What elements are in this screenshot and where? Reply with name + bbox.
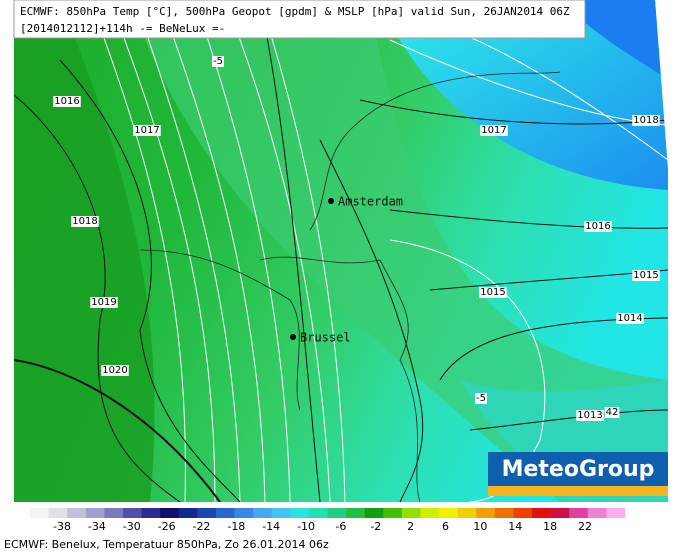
legend-swatch	[569, 508, 589, 518]
contour-label-box	[616, 313, 644, 324]
legend-tick-label: 18	[543, 520, 557, 533]
contour-label: 1019	[91, 297, 116, 308]
legend-swatch	[253, 508, 273, 518]
temp-band-cold	[560, 0, 668, 80]
legend-tick-label: 10	[473, 520, 487, 533]
footer-caption: ECMWF: Benelux, Temperatuur 850hPa, Zo 2…	[4, 538, 329, 551]
legend-swatch	[606, 508, 626, 518]
legend-swatch	[160, 508, 180, 518]
logo: MeteoGroup	[488, 452, 668, 496]
contour-label-box	[212, 56, 224, 67]
legend-tick-label: 14	[508, 520, 522, 533]
legend-swatch	[457, 508, 477, 518]
legend-swatch	[476, 508, 496, 518]
contour-label-box	[90, 297, 118, 308]
contour-label-box	[576, 410, 604, 421]
legend-swatch	[122, 508, 142, 518]
contour-label: 1018	[72, 216, 97, 227]
legend-swatch	[290, 508, 310, 518]
contour-label: 1016	[54, 96, 79, 107]
legend-swatch	[104, 508, 124, 518]
contour-label: 1013	[577, 410, 602, 421]
legend-swatch	[587, 508, 607, 518]
contour-label: -5	[213, 56, 223, 67]
legend-tick-label: -30	[123, 520, 141, 533]
contour-label: 1014	[617, 313, 642, 324]
legend-swatch	[383, 508, 403, 518]
legend-swatch	[271, 508, 291, 518]
legend-tick-label: -10	[297, 520, 315, 533]
legend-swatch	[420, 508, 440, 518]
legend-swatch	[48, 508, 68, 518]
legend-swatch	[141, 508, 161, 518]
legend-tick-label: -34	[88, 520, 106, 533]
contour-label: 1016	[585, 221, 610, 232]
legend-tick-label: 22	[578, 520, 592, 533]
city-marker	[328, 198, 334, 204]
legend-swatch	[401, 508, 421, 518]
temp-band-cold	[380, 0, 668, 190]
legend-tick-label: -38	[53, 520, 71, 533]
legend-swatch	[234, 508, 254, 518]
legend-swatch	[439, 508, 458, 518]
color-legend: -38 -34 -30 -26 -22 -18 -14 -10 -6 -2 2 6 10 14 18 22	[30, 508, 626, 533]
contour-label: -5	[476, 393, 486, 404]
contour-label-box	[475, 393, 487, 404]
contour-label: 1017	[134, 125, 159, 136]
legend-swatch	[532, 508, 551, 518]
legend-tick-label: -22	[192, 520, 210, 533]
legend-swatch	[30, 508, 49, 518]
legend-swatch	[85, 508, 105, 518]
legend-tick-label: -2	[370, 520, 381, 533]
legend-tick-label: -18	[227, 520, 245, 533]
legend-tick-label: 2	[407, 520, 414, 533]
legend-swatch	[197, 508, 217, 518]
contour-label-box	[632, 270, 660, 281]
header-box	[13, 0, 586, 39]
legend-swatch	[178, 508, 198, 518]
contour-label: 42	[606, 407, 619, 418]
contour-label: 1017	[481, 125, 506, 136]
contour-label-box	[632, 115, 660, 126]
contour-label: 1015	[633, 270, 658, 281]
legend-tick-label: -6	[335, 520, 346, 533]
city-label: Brussel	[300, 331, 351, 345]
temp-band	[130, 0, 668, 502]
legend-swatch	[513, 508, 533, 518]
contour-label-box	[584, 221, 612, 232]
legend-swatch	[327, 508, 347, 518]
legend-swatch	[364, 508, 384, 518]
contour-label: 1018	[633, 115, 658, 126]
contour-label: 1020	[102, 365, 127, 376]
legend-swatch	[308, 508, 328, 518]
legend-tick-label: -14	[262, 520, 280, 533]
legend-swatch	[346, 508, 365, 518]
legend-swatch	[494, 508, 514, 518]
coastlines	[139, 71, 561, 502]
logo-stripe	[488, 486, 668, 496]
legend-swatch	[550, 508, 570, 518]
city-label: Amsterdam	[338, 195, 403, 209]
legend-tick-label: -26	[158, 520, 176, 533]
contour-label-box	[479, 287, 507, 298]
city-marker	[290, 334, 296, 340]
contour-label-box	[53, 96, 81, 107]
contour-label-box	[101, 365, 129, 376]
contour-label: 1015	[480, 287, 505, 298]
contour-label-box	[480, 125, 508, 136]
header-line: ECMWF: 850hPa Temp [°C], 500hPa Geopot […	[20, 5, 570, 18]
contour-label-box	[604, 407, 620, 418]
contour-label-box	[133, 125, 161, 136]
legend-swatch	[215, 508, 235, 518]
header-line: [2014012112]+114h -= BeNeLux =-	[20, 22, 225, 35]
contour-label-box	[71, 216, 99, 227]
legend-swatch	[67, 508, 87, 518]
logo-text: MeteoGroup	[502, 457, 655, 482]
temp-band	[14, 0, 155, 502]
legend-tick-label: 6	[442, 520, 449, 533]
map	[14, 0, 668, 502]
